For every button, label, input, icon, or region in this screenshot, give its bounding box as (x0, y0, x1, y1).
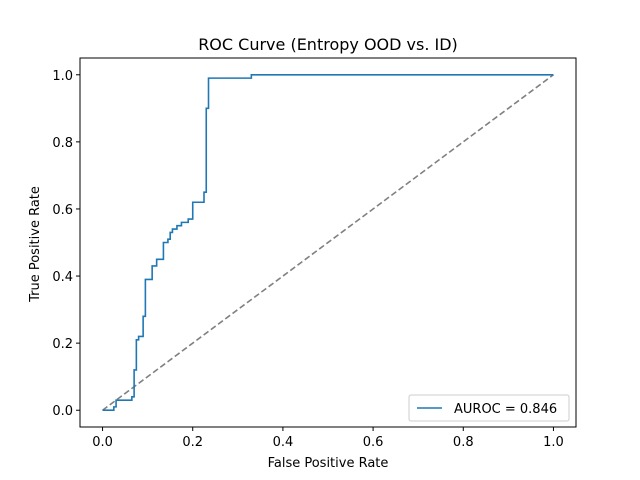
legend-box (408, 394, 570, 422)
plot-area (79, 57, 577, 428)
y-tick-label: 0.6 (52, 203, 73, 218)
plot-frame (79, 57, 577, 428)
x-tick-label: 0.8 (453, 435, 474, 450)
x-tick-label: 0.0 (92, 435, 113, 450)
chart-title: ROC Curve (Entropy OOD vs. ID) (198, 35, 458, 54)
chance-diagonal-line (102, 74, 554, 411)
y-tick-label: 0.2 (52, 337, 73, 352)
y-tick-label: 0.8 (52, 136, 73, 151)
legend: AUROC = 0.846 (408, 394, 570, 422)
y-tick-label: 0.0 (52, 404, 73, 419)
legend-label-roc: AUROC = 0.846 (454, 402, 557, 417)
y-tick-label: 0.4 (52, 270, 73, 285)
x-tick-label: 0.2 (182, 435, 203, 450)
x-tick-label: 1.0 (543, 435, 564, 450)
y-axis-label: True Positive Rate (28, 186, 43, 303)
roc-curve-line (102, 73, 554, 412)
x-tick-label: 0.6 (363, 435, 384, 450)
x-tick-label: 0.4 (273, 435, 294, 450)
axis-ticks: 0.0 0.2 0.4 0.6 0.8 1.0 0.0 0.2 0.4 0.6 0.8 1.0 (52, 69, 563, 450)
x-axis-label: False Positive Rate (268, 456, 389, 471)
y-tick-label: 1.0 (52, 69, 73, 84)
